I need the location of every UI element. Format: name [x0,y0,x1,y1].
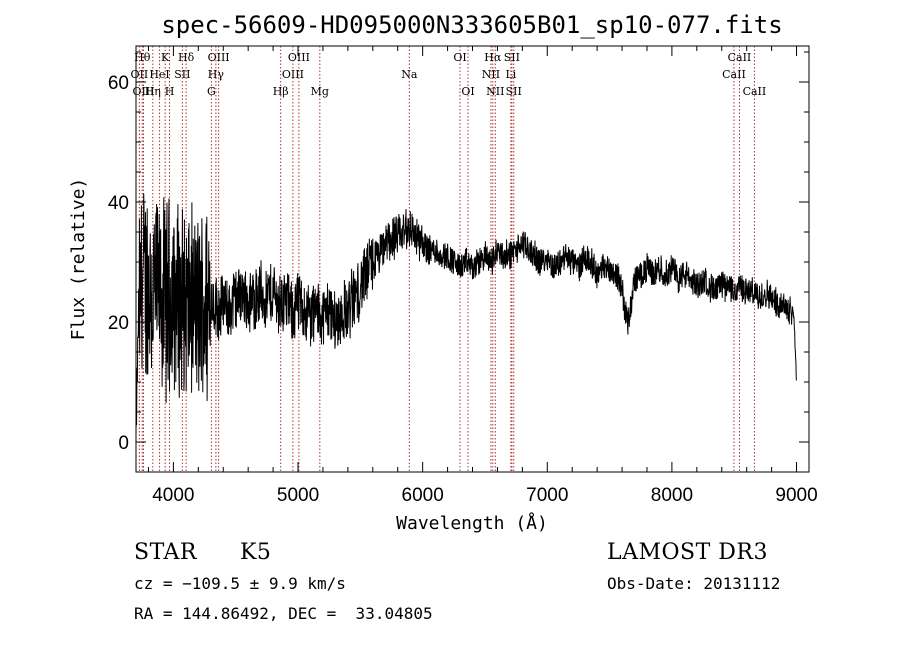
spectral-line-label: Mg [311,85,329,98]
spectral-line-label: Na [401,68,418,81]
spectral-line-label: Hγ [208,68,225,81]
spectral-line-label: SII [504,51,520,64]
x-tick-label: 8000 [651,485,693,506]
spectrum-line [135,193,797,436]
spectral-line-label: SII [506,85,522,98]
spectral-line-label: Hθ [134,51,151,64]
spectral-line-labels: OIIHθOIIIHηHeIKHSIIHδGHγOIIIHβOIIIOIIIMg… [131,51,767,98]
spectral-line-markers [138,46,755,472]
y-tick-label: 20 [108,313,129,334]
chart-title: spec-56609-HD095000N333605B01_sp10-077.f… [161,11,782,39]
spectral-line-label: Hη [145,85,161,98]
y-tick-label: 40 [108,193,129,214]
spectral-line-label: G [207,85,216,98]
spectral-line-label: OI [461,85,474,98]
spectral-line-label: HeI [149,68,169,81]
radial-velocity: cz = −109.5 ± 9.9 km/s [134,574,346,593]
spectral-line-label: H [165,85,175,98]
y-tick-label: 60 [108,73,129,94]
observation-date: Obs-Date: 20131112 [607,574,781,593]
spectral-line-label: OII [131,68,149,81]
x-tick-label: 6000 [402,485,444,506]
spectral-line-label: OIII [132,85,154,98]
spectral-line-label: OIII [208,51,230,64]
spectral-line-label: OIII [288,51,310,64]
spectral-line-label: Li [505,68,516,81]
spectral-line-label: K [161,51,170,64]
spectral-line-label: CaII [722,68,746,81]
x-axis-label: Wavelength (Å) [396,512,548,534]
y-axis-label: Flux (relative) [68,178,89,341]
x-tick-label: 5000 [277,485,319,506]
x-tick-label: 7000 [526,485,568,506]
x-tick-label: 9000 [775,485,817,506]
spectral-line-label: NII [482,68,500,81]
sky-coordinates: RA = 144.86492, DEC = 33.04805 [134,604,433,623]
spectral-line-label: NII [486,85,504,98]
y-tick-label: 0 [118,433,129,454]
spectral-line-label: Hα [484,51,502,64]
spectral-line-label: Hβ [273,85,289,98]
x-tick-label: 4000 [152,485,194,506]
spectral-line-label: CaII [728,51,752,64]
object-class: STAR [134,540,197,565]
spectral-line-label: SII [174,68,190,81]
x-axis-ticks: 4000 5000 6000 7000 8000 9000 [147,46,818,506]
survey-name: LAMOST DR3 [607,540,768,565]
spectral-line-label: Hδ [178,51,195,64]
spectral-line-label: CaII [743,85,767,98]
spectral-line-label: OI [453,51,466,64]
spectral-line-label: OIII [282,68,304,81]
spectral-subclass: K5 [240,540,272,565]
y-axis-ticks: 0 20 40 60 [108,51,809,473]
